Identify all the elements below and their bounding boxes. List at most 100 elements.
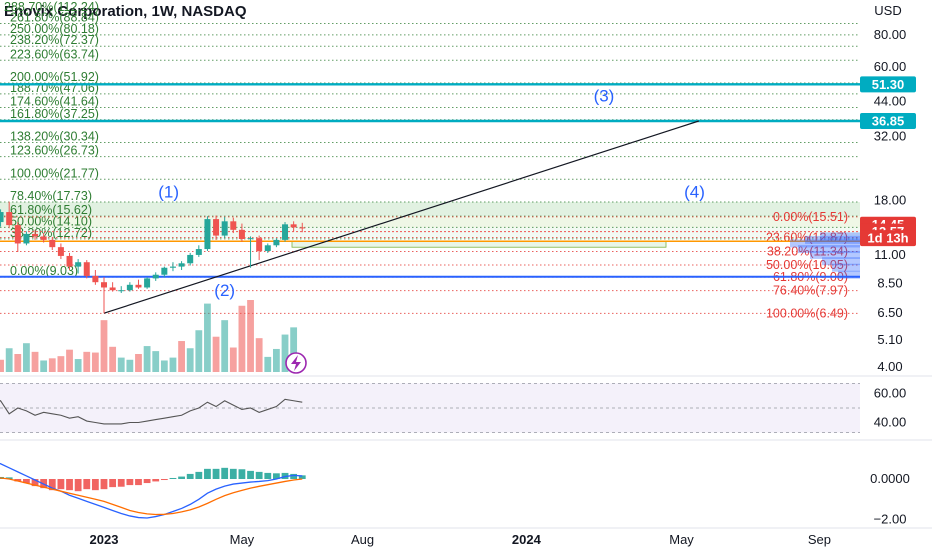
time-axis-tick: May <box>230 532 255 547</box>
time-axis-tick: 2023 <box>90 532 119 547</box>
macd-axis-tick: −2.00 <box>874 512 907 527</box>
volume-bar <box>160 360 168 372</box>
fib-zone <box>0 202 860 217</box>
macd-macd-line <box>0 462 303 519</box>
candle-body <box>75 262 82 267</box>
fib-upper-label: 261.80%(88.84) <box>10 11 99 25</box>
macd-histogram-bar <box>83 479 91 490</box>
volume-bar <box>247 300 254 372</box>
fib-upper-label: 188.70%(47.06) <box>10 81 99 95</box>
price-tag <box>860 76 916 93</box>
candle-body <box>23 233 30 244</box>
macd-histogram-bar <box>48 479 56 491</box>
fib-upper-label: 123.60%(26.73) <box>10 144 99 158</box>
volume-profile-bar <box>820 232 860 241</box>
macd-histogram-bar <box>298 475 306 479</box>
macd-histogram-bar <box>221 467 229 479</box>
volume-profile-bar <box>805 235 860 244</box>
candle-body <box>282 224 289 240</box>
volume-profile-bar <box>838 270 860 279</box>
volume-bar <box>186 348 194 372</box>
macd-histogram-bar <box>31 479 39 487</box>
volume-bar <box>40 360 48 372</box>
volume-profile-bar <box>798 245 860 254</box>
macd-histogram-bar <box>126 479 134 486</box>
lightning-icon <box>291 355 301 371</box>
macd-histogram-bar <box>178 476 185 479</box>
price-tag-label: 51.30 <box>872 77 905 92</box>
price-axis-tick: 11.00 <box>874 247 906 262</box>
volume-bar <box>23 343 30 372</box>
price-axis-tick: 6.50 <box>877 305 902 320</box>
fib-upper-label: 100.00%(21.77) <box>10 166 99 180</box>
volume-bar <box>48 358 56 372</box>
volume-bar <box>117 357 125 372</box>
volume-bar <box>229 347 237 372</box>
fib-zone <box>0 216 860 228</box>
volume-bar <box>290 327 298 372</box>
price-axis-tick: 8.50 <box>877 275 902 290</box>
candle-body <box>135 284 142 288</box>
candle-body <box>299 227 306 229</box>
trendline <box>103 120 699 314</box>
volume-bar <box>66 349 73 372</box>
macd-histogram-bar <box>247 470 254 479</box>
macd-histogram-bar <box>66 479 73 491</box>
candle-body <box>6 212 13 226</box>
macd-histogram-bar <box>212 468 220 479</box>
wave-label: (3) <box>594 86 615 105</box>
fib-lower-label: 50.00%(10.05) <box>766 258 848 272</box>
candle-body <box>161 267 168 275</box>
price-tag <box>860 230 916 247</box>
volume-bar <box>169 357 177 372</box>
candle-body <box>66 255 73 267</box>
fib-lower-label: 76.40%(7.97) <box>773 284 848 298</box>
macd-histogram-bar <box>273 473 280 479</box>
macd-histogram-bar <box>204 468 211 479</box>
candle-body <box>264 245 271 251</box>
volume-bar <box>14 354 22 372</box>
volume-bar <box>178 341 185 372</box>
candle-body <box>144 278 151 288</box>
candle-body <box>273 239 280 246</box>
currency-label: USD <box>874 3 901 18</box>
fib-upper-label: 200.00%(51.92) <box>10 70 99 84</box>
time-axis-tick: Aug <box>351 532 374 547</box>
volume-profile-bar <box>810 250 860 259</box>
candle-body <box>92 275 99 283</box>
candle-body <box>32 233 39 237</box>
volume-profile-bar <box>790 239 860 248</box>
candle-body <box>213 219 220 236</box>
candle-body <box>290 224 297 228</box>
fib-upper-label: 78.40%(17.73) <box>10 189 92 203</box>
candle-body <box>118 290 125 292</box>
time-axis-tick: 2024 <box>512 532 542 547</box>
price-axis-tick: 44.00 <box>874 93 907 108</box>
fib-zone <box>0 227 860 239</box>
price-axis-tick: 80.00 <box>874 27 907 42</box>
fib-upper-label: 50.00%(14.10) <box>10 214 92 228</box>
macd-histogram-bar <box>255 471 263 479</box>
fib-upper-label: 161.80%(37.25) <box>10 107 99 121</box>
macd-histogram-bar <box>290 473 298 479</box>
volume-bar <box>135 354 142 372</box>
candle-body <box>0 212 4 223</box>
fib-upper-label: 223.60%(63.74) <box>10 47 99 61</box>
macd-histogram-bar <box>91 479 99 491</box>
fib-lower-label: 38.20%(11.34) <box>767 245 848 259</box>
candle-body <box>14 225 21 244</box>
volume-bar <box>74 359 82 372</box>
volume-profile-bar <box>832 263 860 272</box>
volume-bar <box>281 334 289 372</box>
fib-lower-label: 0.00%(15.51) <box>773 210 848 224</box>
rsi-axis-tick: 40.00 <box>874 415 907 430</box>
candle-body <box>178 263 185 267</box>
volume-bar <box>221 320 229 372</box>
fib-upper-label: 288.70%(112.24) <box>4 0 99 14</box>
fib-upper-label: 174.60%(41.64) <box>10 94 99 108</box>
fib-upper-label: 250.00%(80.18) <box>10 22 99 36</box>
candle-body <box>204 219 211 250</box>
price-tag-label: 1d 13h <box>867 231 908 246</box>
macd-histogram-bar <box>23 479 30 484</box>
